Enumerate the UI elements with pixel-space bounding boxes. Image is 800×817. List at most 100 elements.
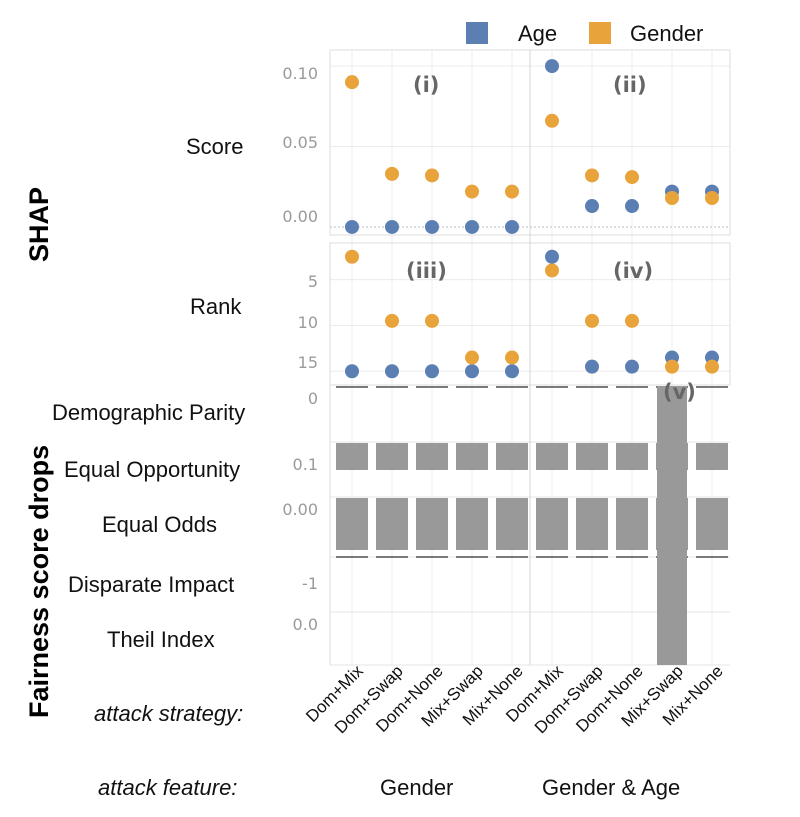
rank-point-gender (465, 350, 479, 365)
rank-point-gender (385, 313, 399, 328)
eodds-bar (336, 498, 368, 550)
group-label-gender: Gender (380, 775, 453, 800)
score-point-gender (505, 184, 519, 199)
di-baseline-bar (376, 556, 408, 558)
rank-point-age (345, 364, 359, 379)
legend: Age Gender (466, 21, 703, 46)
rank-ytick-0: 5 (308, 272, 318, 291)
dp-baseline-bar (696, 386, 728, 388)
attack-strategy-title: attack strategy: (94, 701, 243, 726)
rank-point-gender (705, 359, 719, 374)
rank-point-gender (425, 313, 439, 328)
score-point-gender (465, 184, 479, 199)
di-baseline-bar (536, 556, 568, 558)
metric-label-demographic-parity: Demographic Parity (52, 400, 245, 425)
legend-label-gender: Gender (630, 21, 703, 46)
rank-point-gender (665, 359, 679, 374)
rank-point-gender (545, 263, 559, 278)
di-baseline-bar (496, 556, 528, 558)
score-point-age (505, 219, 519, 234)
dp-baseline-bar (416, 386, 448, 388)
rank-point-age (385, 364, 399, 379)
panel-tag-iv: (iv) (613, 259, 653, 283)
dp-baseline-bar (616, 386, 648, 388)
eo-bar (456, 443, 488, 470)
score-point-gender (665, 191, 679, 205)
x-category-labels: Dom+MixDom+SwapDom+NoneMix+SwapMix+NoneD… (302, 661, 727, 737)
rank-row-label: Rank (190, 294, 242, 319)
score-point-age (385, 219, 399, 234)
score-point-gender (345, 75, 359, 90)
di-baseline-bar (696, 556, 728, 558)
panel-frames (329, 49, 731, 665)
eodds-bar (536, 498, 568, 550)
rank-point-age (625, 359, 639, 374)
rank-point-gender (625, 313, 639, 328)
rank-point-age (545, 249, 559, 264)
score-point-age (345, 219, 359, 234)
di-baseline-bar (576, 556, 608, 558)
score-row-label: Score (186, 134, 243, 159)
group-label-gender-age: Gender & Age (542, 775, 680, 800)
dp-baseline-bar (376, 386, 408, 388)
score-ytick-1: 0.05 (282, 133, 318, 152)
dp-baseline-bar (456, 386, 488, 388)
metric-tick-demographic-parity: 0 (308, 389, 318, 408)
metric-tick-equal-odds: 0.00 (282, 500, 318, 519)
di-baseline-bar (336, 556, 368, 558)
rank-point-age (505, 364, 519, 379)
shap-row-group-label: SHAP (24, 187, 54, 262)
metric-label-theil-index: Theil Index (107, 627, 215, 652)
score-point-age (625, 199, 639, 214)
rank-point-gender (345, 249, 359, 264)
score-point-age (465, 219, 479, 234)
attack-feature-title: attack feature: (98, 775, 237, 800)
eo-bar (616, 443, 648, 470)
score-point-gender (585, 168, 599, 183)
score-point-age (545, 59, 559, 74)
eodds-bar (576, 498, 608, 550)
eodds-bar (496, 498, 528, 550)
eo-bar (376, 443, 408, 470)
score-point-gender (385, 166, 399, 181)
eo-bar (536, 443, 568, 470)
rank-point-gender (505, 350, 519, 365)
eodds-bar (416, 498, 448, 550)
panel-tag-i: (i) (413, 73, 439, 97)
score-ytick-0: 0.00 (282, 207, 318, 226)
rank-point-age (585, 359, 599, 374)
rank-ytick-1: 10 (298, 313, 318, 332)
point-layer (345, 59, 719, 379)
metric-label-disparate-impact: Disparate Impact (68, 572, 234, 597)
panel-tag-ii: (ii) (613, 73, 647, 97)
score-point-gender (425, 168, 439, 183)
di-baseline-bar (616, 556, 648, 558)
metric-tick-theil-index: 0.0 (293, 615, 318, 634)
metric-label-equal-opportunity: Equal Opportunity (64, 457, 240, 482)
panel-tag-iii: (iii) (406, 259, 447, 283)
metric-tick-equal-opportunity: 0.1 (293, 455, 318, 474)
dp-baseline-bar (576, 386, 608, 388)
di-baseline-bar (456, 556, 488, 558)
rank-point-age (465, 364, 479, 379)
score-point-gender (545, 113, 559, 128)
rank-ytick-2: 15 (298, 353, 318, 372)
eodds-bar (456, 498, 488, 550)
score-point-gender (705, 191, 719, 205)
dp-baseline-bar (336, 386, 368, 388)
score-ytick-2: 0.10 (282, 64, 318, 83)
panel-tag-v: (v) (663, 380, 696, 404)
rank-point-gender (585, 313, 599, 328)
metric-tick-disparate-impact: -1 (302, 574, 318, 593)
metric-label-equal-odds: Equal Odds (102, 512, 217, 537)
eodds-bar (376, 498, 408, 550)
eodds-bar (696, 498, 728, 550)
di-baseline-bar (416, 556, 448, 558)
mix-swap-drop-bar (657, 386, 687, 665)
eo-bar (416, 443, 448, 470)
score-point-gender (625, 170, 639, 185)
rank-point-age (425, 364, 439, 379)
dp-baseline-bar (536, 386, 568, 388)
dp-baseline-bar (496, 386, 528, 388)
score-point-age (425, 219, 439, 234)
